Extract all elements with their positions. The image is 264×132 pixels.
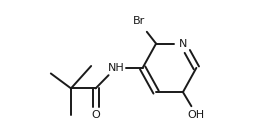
Text: N: N xyxy=(179,39,187,49)
Text: Br: Br xyxy=(133,16,145,26)
Text: O: O xyxy=(91,110,100,119)
Text: NH: NH xyxy=(107,63,124,73)
Text: OH: OH xyxy=(188,110,205,119)
